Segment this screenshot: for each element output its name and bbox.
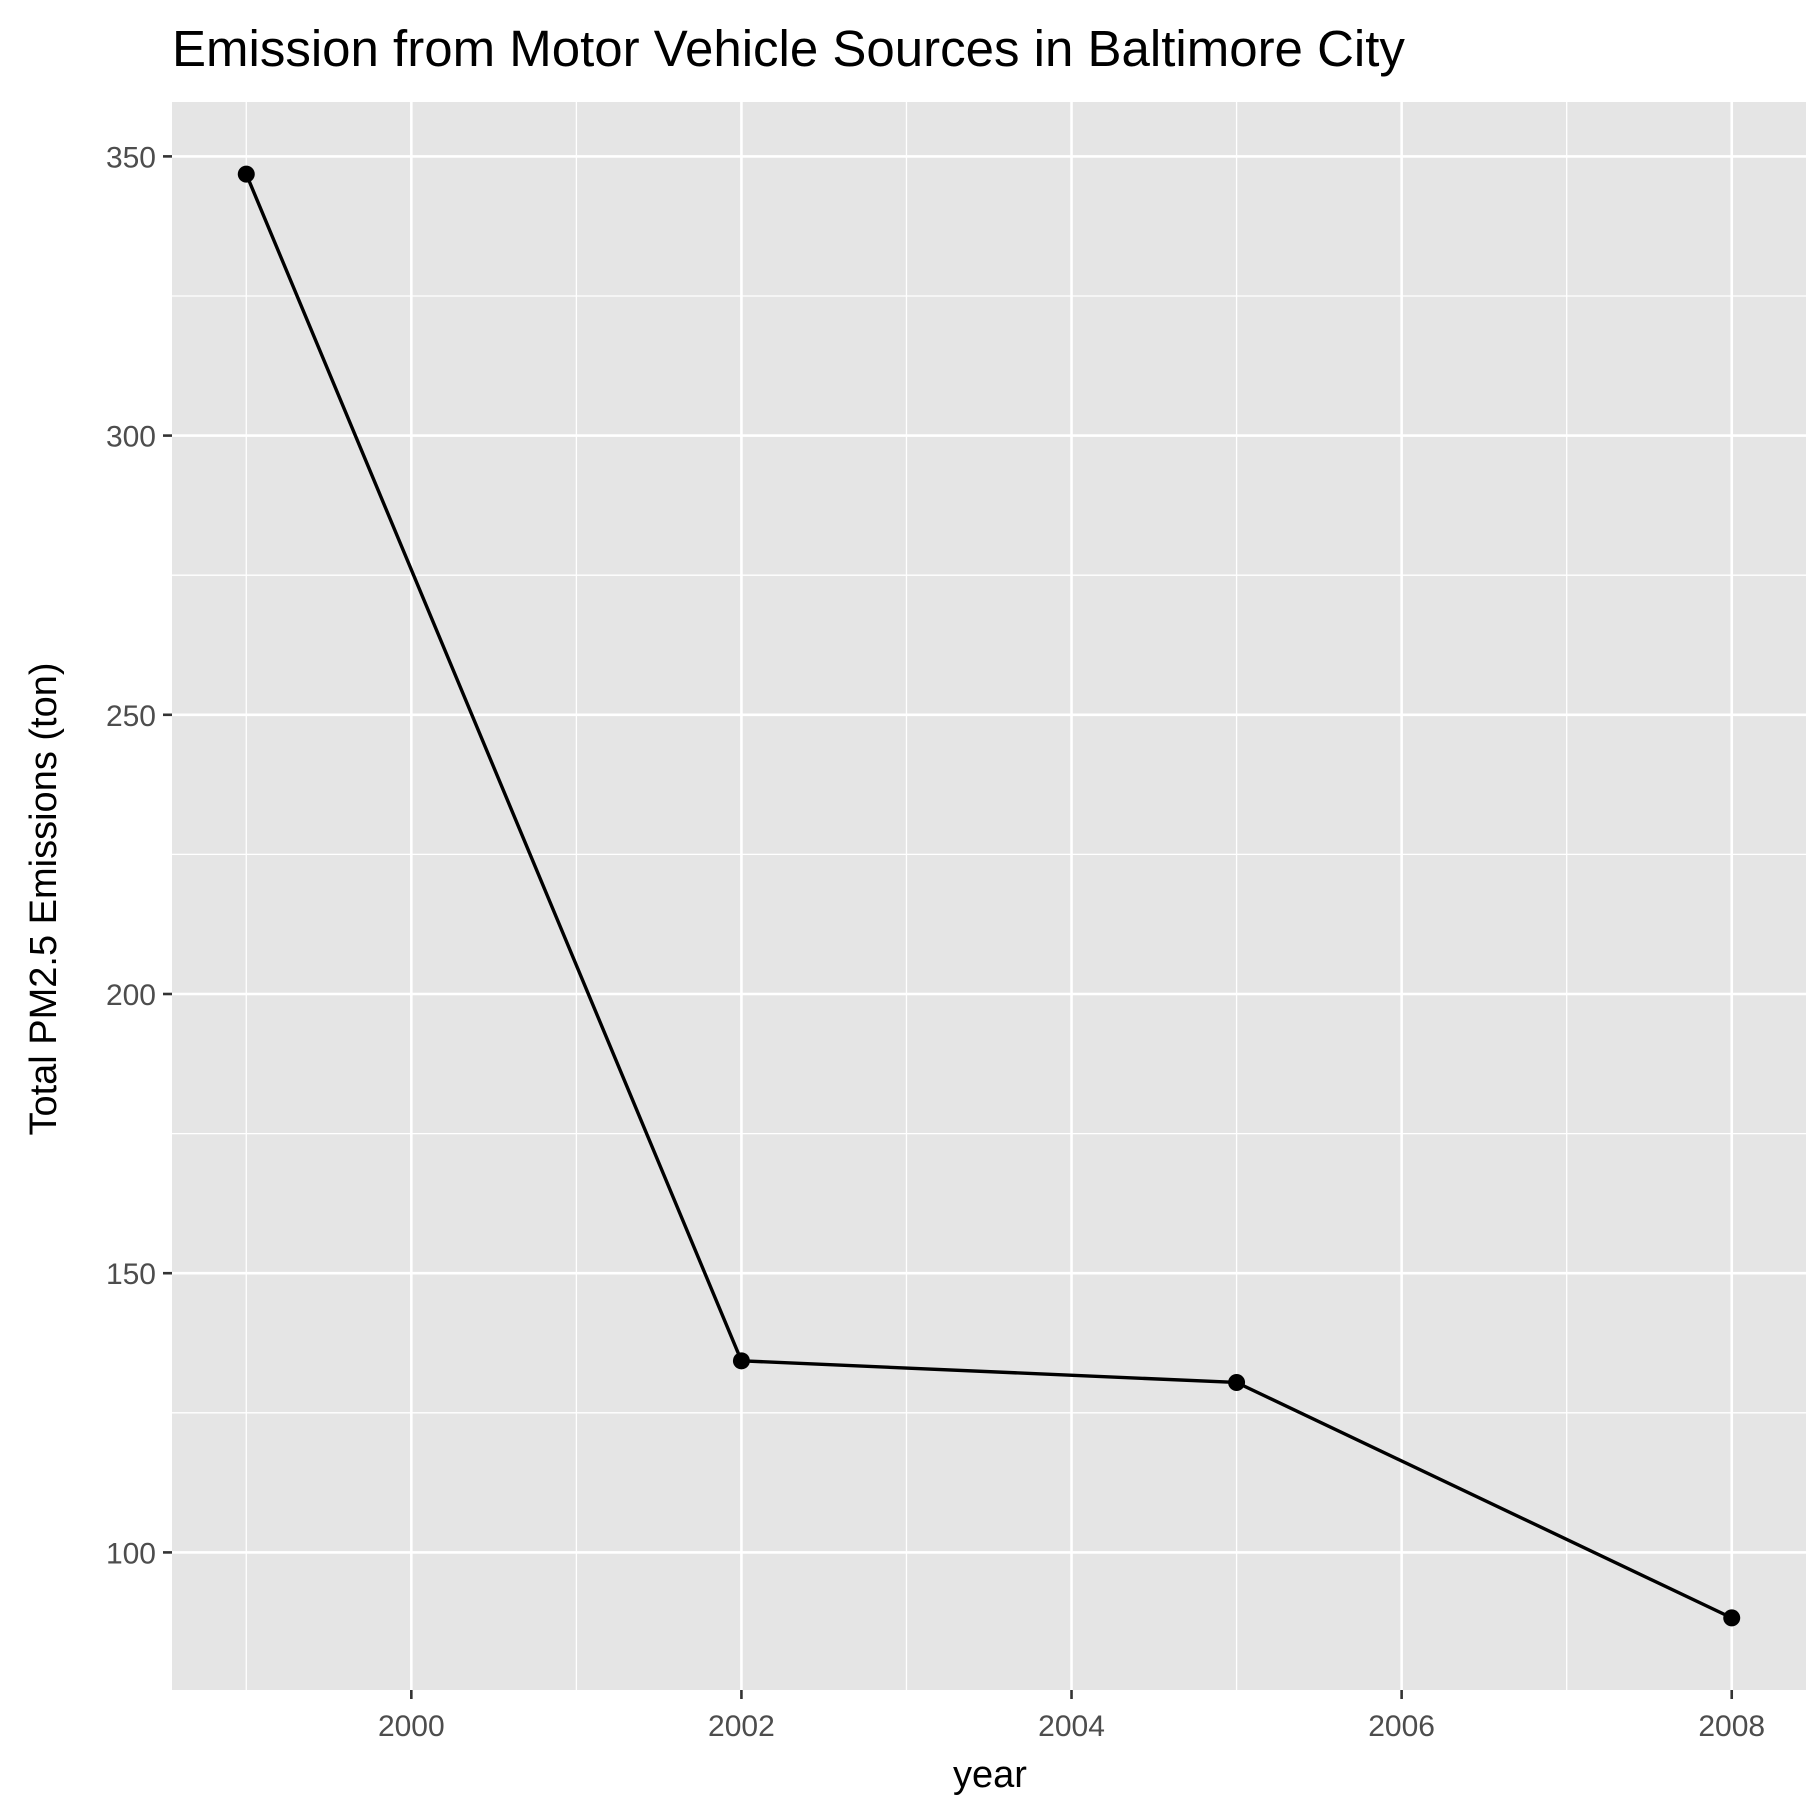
- data-point: [732, 1352, 750, 1370]
- series-line: [244, 173, 1733, 1620]
- x-tick-label: 2000: [378, 1710, 445, 1743]
- y-tick-label: 150: [106, 1258, 156, 1291]
- panel-background: [172, 102, 1806, 1690]
- y-tick-label: 200: [106, 979, 156, 1012]
- y-tick-label: 300: [106, 421, 156, 454]
- data-point: [1228, 1373, 1246, 1391]
- chart-title: Emission from Motor Vehicle Sources in B…: [172, 20, 1405, 77]
- data-point: [237, 165, 255, 183]
- gridlines: [172, 102, 1806, 1690]
- series-layer: [237, 165, 1741, 1627]
- y-tick-label: 250: [106, 700, 156, 733]
- y-tick-label: 100: [106, 1537, 156, 1570]
- x-axis-title: year: [953, 1754, 1027, 1796]
- axes: 2000 2002 2004 2006 2008 100 150 200 250 300 350: [106, 141, 1765, 1743]
- y-tick-label: 350: [106, 141, 156, 174]
- data-point: [1723, 1609, 1741, 1627]
- x-tick-label: 2004: [1038, 1710, 1105, 1743]
- x-tick-label: 2006: [1368, 1710, 1435, 1743]
- y-axis-title: Total PM2.5 Emissions (ton): [23, 662, 65, 1135]
- x-tick-label: 2002: [708, 1710, 775, 1743]
- plot-panel: [172, 102, 1806, 1690]
- x-tick-label: 2008: [1698, 1710, 1765, 1743]
